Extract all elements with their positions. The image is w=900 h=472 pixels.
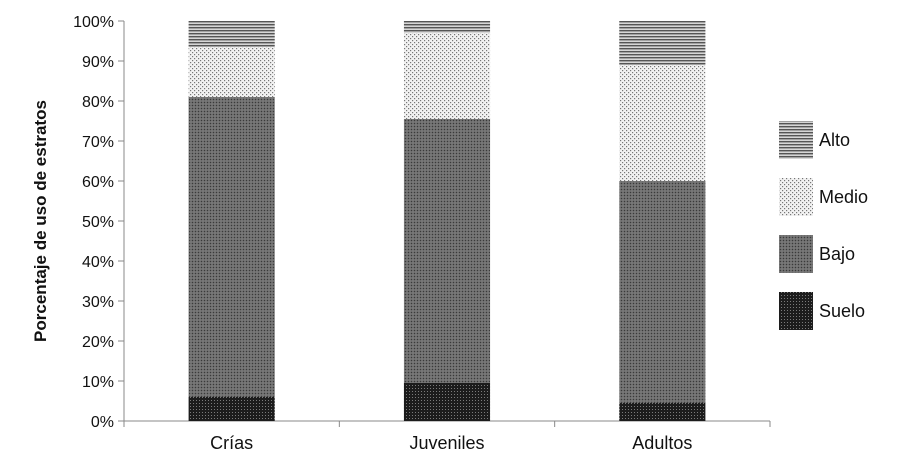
y-tick-label: 80% bbox=[82, 94, 114, 111]
x-tick-label-crias: Crías bbox=[210, 433, 253, 453]
legend-label-suelo: Suelo bbox=[819, 301, 865, 321]
x-tick-label-adultos: Adultos bbox=[632, 433, 692, 453]
bar-adultos-medio bbox=[619, 65, 706, 181]
y-tick-label: 60% bbox=[82, 174, 114, 191]
bar-crias-suelo bbox=[188, 397, 275, 421]
y-tick-label: 100% bbox=[73, 14, 114, 31]
legend-swatch-suelo bbox=[779, 292, 813, 330]
legend-swatch-bajo bbox=[779, 235, 813, 273]
bar-adultos-bajo bbox=[619, 181, 706, 403]
y-tick-label: 90% bbox=[82, 54, 114, 71]
legend-label-alto: Alto bbox=[819, 130, 850, 150]
y-tick-label: 50% bbox=[82, 214, 114, 231]
x-tick-label-juveniles: Juveniles bbox=[409, 433, 484, 453]
y-axis: 0% 10% 20% 30% 40% 50% 60% 70% 80% 90% 100% bbox=[73, 14, 125, 431]
bar-adultos-alto bbox=[619, 21, 706, 65]
bar-juveniles-suelo bbox=[403, 383, 491, 421]
legend-label-medio: Medio bbox=[819, 187, 868, 207]
bar-crias-medio bbox=[188, 47, 275, 97]
y-tick-label: 40% bbox=[82, 254, 114, 271]
legend-swatch-alto bbox=[779, 121, 813, 159]
bar-crias-bajo bbox=[188, 97, 275, 397]
legend-label-bajo: Bajo bbox=[819, 244, 855, 264]
bar-crias-alto bbox=[188, 21, 275, 47]
x-axis: Crías Juveniles Adultos bbox=[123, 420, 771, 453]
bar-juveniles-alto bbox=[403, 21, 491, 33]
legend-swatch-medio bbox=[779, 178, 813, 216]
bar-adultos-suelo bbox=[619, 403, 706, 421]
y-tick-label: 20% bbox=[82, 334, 114, 351]
y-tick-label: 0% bbox=[91, 414, 114, 431]
bar-juveniles-medio bbox=[403, 33, 491, 119]
y-tick-label: 10% bbox=[82, 374, 114, 391]
bars bbox=[188, 21, 706, 421]
legend: Alto Medio Bajo Suelo bbox=[779, 121, 868, 330]
y-tick-label: 30% bbox=[82, 294, 114, 311]
y-axis-title: Porcentaje de uso de estratos bbox=[31, 100, 50, 342]
bar-juveniles-bajo bbox=[403, 119, 491, 383]
y-tick-label: 70% bbox=[82, 134, 114, 151]
